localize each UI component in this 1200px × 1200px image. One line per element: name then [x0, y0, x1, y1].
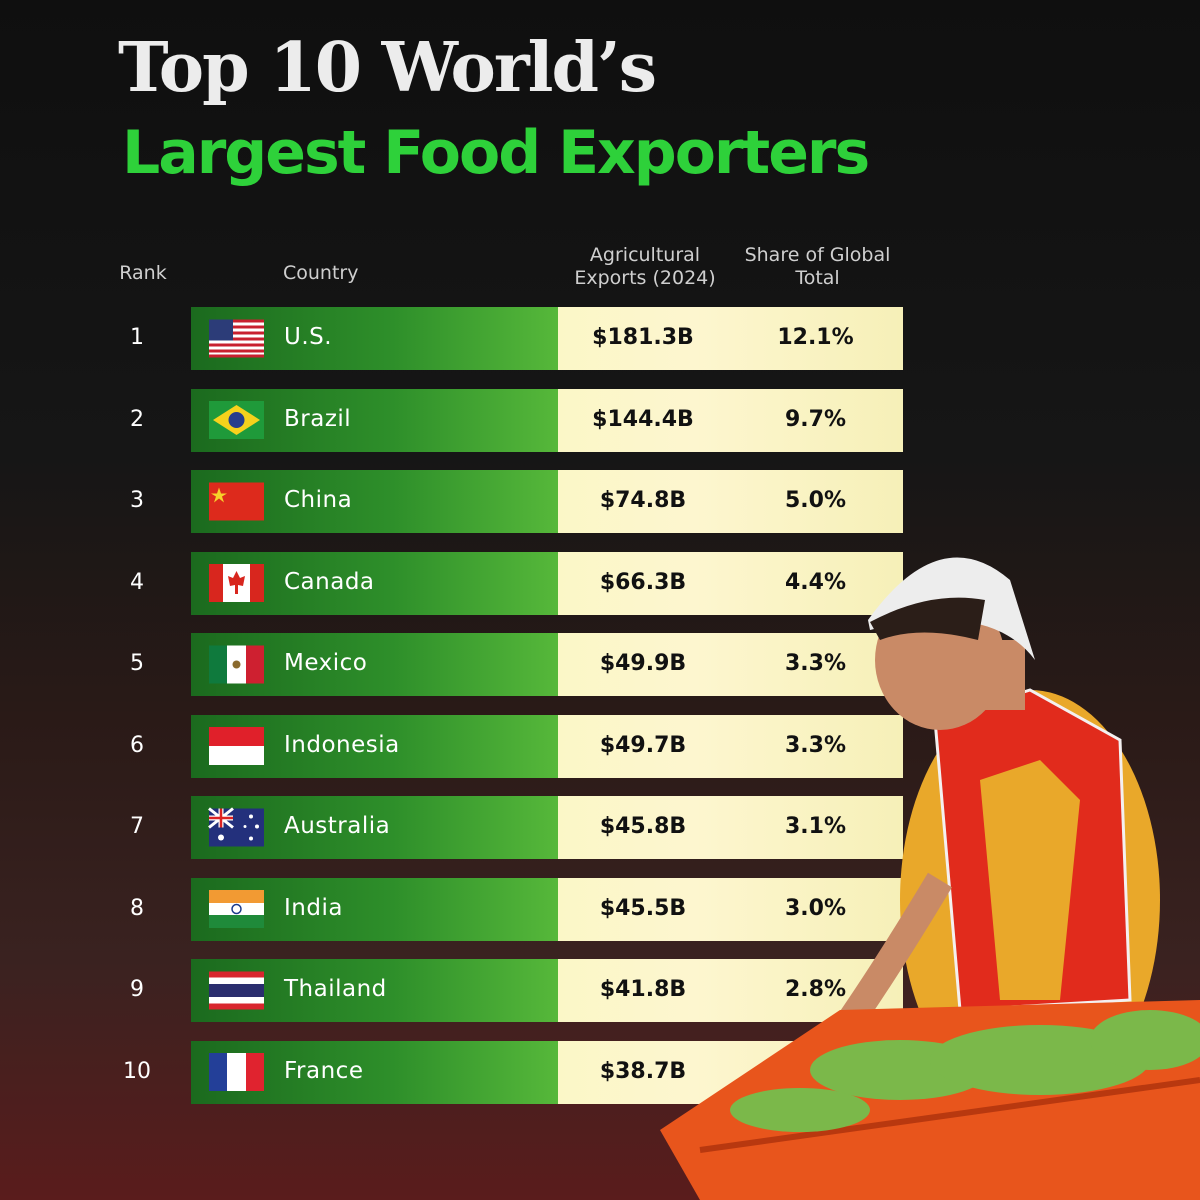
share: 9.7%: [784, 406, 846, 432]
column-header: Agricultural Exports (2024): [574, 244, 716, 289]
exports: $66.3B: [599, 569, 687, 595]
column-header: Rank: [119, 262, 167, 284]
title-line1: Top 10 World’s: [118, 28, 657, 108]
flag-canada: [209, 564, 264, 602]
rank: 3: [130, 488, 144, 513]
country: Brazil: [284, 405, 352, 432]
row-band: [558, 388, 903, 452]
rank: 6: [130, 732, 144, 758]
rank: 5: [130, 651, 144, 676]
rank: 10: [123, 1058, 151, 1084]
column-header: Share of Global Total: [744, 244, 891, 289]
share: 5.0%: [784, 488, 846, 513]
country: France: [284, 1057, 364, 1084]
flag-india: [209, 890, 264, 928]
row-band: [558, 714, 903, 778]
rank: 9: [130, 977, 144, 1002]
flag-brazil: [209, 401, 264, 439]
rank: 2: [130, 406, 144, 432]
row-band: [558, 796, 903, 859]
flag-australia: [208, 807, 264, 847]
country: Mexico: [284, 650, 368, 676]
row-band: [558, 551, 903, 615]
share: 12.1%: [777, 325, 854, 350]
rank: 1: [130, 325, 144, 350]
exports: $41.8B: [599, 977, 687, 1002]
exports: $74.8B: [599, 488, 687, 513]
flag-france: [209, 1053, 264, 1091]
exports: $144.4B: [592, 406, 694, 432]
share: 3.3%: [784, 732, 846, 758]
table-row: China $74.8B 5.0%: [191, 470, 903, 533]
share: 3.1%: [784, 814, 846, 839]
share: 3.3%: [784, 651, 846, 676]
share: 3.0%: [784, 895, 846, 921]
column-header: Country: [283, 262, 359, 284]
exports: $45.8B: [599, 814, 687, 839]
country: Thailand: [284, 976, 387, 1002]
country: Australia: [284, 813, 391, 839]
rank: 8: [130, 895, 144, 921]
exports: $49.7B: [599, 732, 687, 758]
flag-us: [209, 319, 264, 358]
country: India: [284, 894, 343, 921]
country: U.S.: [284, 324, 333, 350]
share: 4.4%: [784, 569, 846, 595]
rank: 7: [130, 814, 144, 839]
row-band: [558, 633, 903, 696]
flag-mexico: [209, 645, 264, 684]
row-band: [558, 470, 903, 533]
flag-indonesia: [209, 727, 264, 765]
exports: $38.7B: [599, 1058, 687, 1084]
exports: $49.9B: [599, 651, 687, 676]
flag-thailand: [209, 971, 264, 1010]
flag-china: [209, 482, 264, 521]
exports: $45.5B: [599, 895, 687, 921]
country: Canada: [284, 568, 375, 595]
row-band: [558, 307, 903, 370]
share: 2.8%: [784, 977, 846, 1002]
row-band: [558, 877, 903, 941]
country: China: [284, 487, 353, 513]
rank: 4: [130, 569, 144, 595]
exports: $181.3B: [592, 325, 694, 350]
table-row: Australia $45.8B 3.1%: [191, 796, 903, 859]
title-line2: Largest Food Exporters: [122, 118, 870, 188]
country: Indonesia: [284, 731, 400, 758]
